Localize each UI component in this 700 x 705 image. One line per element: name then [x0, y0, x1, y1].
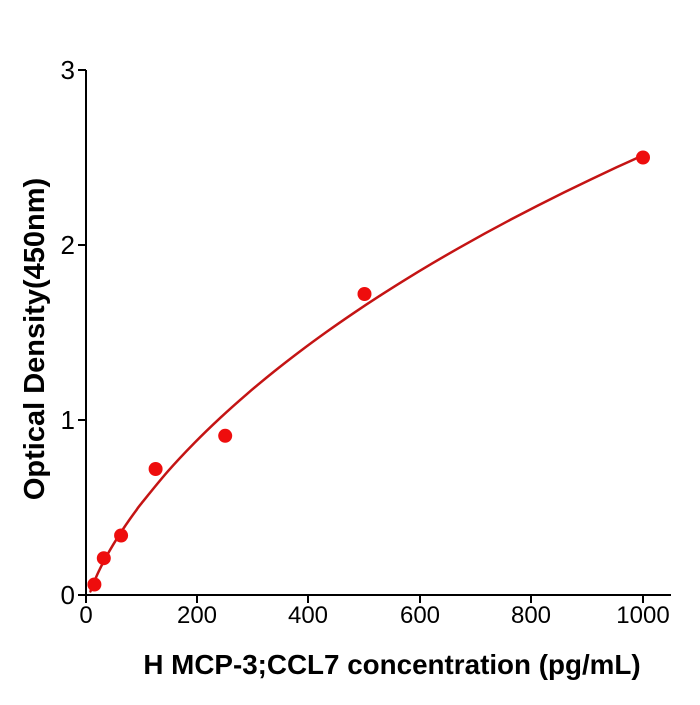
svg-text:400: 400	[288, 602, 328, 629]
svg-text:1000: 1000	[616, 602, 669, 629]
svg-text:0: 0	[61, 580, 75, 610]
svg-text:3: 3	[61, 55, 75, 85]
svg-text:600: 600	[400, 602, 440, 629]
svg-text:H MCP-3;CCL7 concentration (p: H MCP-3;CCL7 concentration (pg/mL)	[143, 649, 640, 680]
svg-text:200: 200	[177, 602, 217, 629]
svg-text:Optical Density(450nm): Optical Density(450nm)	[19, 178, 51, 500]
svg-text:2: 2	[61, 230, 75, 260]
svg-text:1: 1	[61, 405, 75, 435]
svg-text:0: 0	[79, 602, 92, 629]
svg-text:800: 800	[511, 602, 551, 629]
